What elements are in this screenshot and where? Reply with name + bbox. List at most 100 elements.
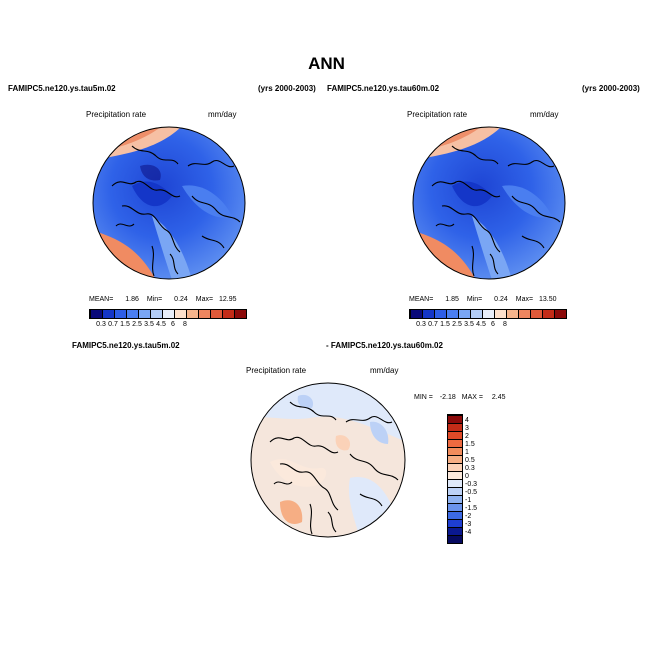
colorbar-swatch	[448, 527, 462, 535]
colorbar-tick-label: -0.3	[465, 481, 478, 488]
colorbar-tick-label: 1.5	[465, 441, 475, 448]
panel2-max-label: Max=	[515, 296, 534, 303]
colorbar-tick-label: 2.5	[132, 321, 142, 328]
colorbar-swatch	[174, 310, 186, 318]
colorbar-swatch	[448, 535, 462, 543]
diff-units: mm/day	[370, 366, 399, 375]
panel2-max-value: 13.50	[539, 296, 557, 303]
colorbar-swatch	[448, 455, 462, 463]
colorbar-tick-label: 0.7	[428, 321, 438, 328]
colorbar-swatch	[434, 310, 446, 318]
panel2-mean-label: MEAN=	[409, 296, 434, 303]
colorbar-swatch	[470, 310, 482, 318]
colorbar-tick-label: 3.5	[144, 321, 154, 328]
colorbar-tick-label: 6	[491, 321, 495, 328]
diff-min-value: -2.18	[439, 394, 456, 401]
colorbar-tick-label: 4.5	[476, 321, 486, 328]
colorbar-swatch	[222, 310, 234, 318]
colorbar-swatch	[494, 310, 506, 318]
colorbar-swatch	[210, 310, 222, 318]
diff-min-label: MIN =	[414, 394, 433, 401]
colorbar-tick-label: 4	[465, 417, 469, 424]
panel1-mean-label: MEAN=	[89, 296, 114, 303]
panel2-colorbar: 0.3 0.7 1.5 2.5 3.5 4.5 6 8	[409, 309, 567, 329]
colorbar-tick-label: 0.7	[108, 321, 118, 328]
colorbar-tick-label: -4	[465, 529, 472, 536]
colorbar-swatch	[530, 310, 542, 318]
colorbar-swatch	[448, 479, 462, 487]
colorbar-swatch	[448, 519, 462, 527]
diff-max-value: 2.45	[491, 394, 506, 401]
colorbar-tick-label: -3	[465, 521, 472, 528]
colorbar-tick-label: -1	[465, 497, 472, 504]
panel1-field-label: Precipitation rate	[86, 110, 147, 119]
colorbar-tick-label: 1.5	[120, 321, 130, 328]
panel1-mean-value: 1.86	[125, 296, 139, 303]
panel2-years: (yrs 2000-2003)	[582, 84, 640, 93]
colorbar-swatch	[448, 439, 462, 447]
diff-case-left: FAMIPC5.ne120.ys.tau5m.02	[72, 341, 180, 350]
colorbar-swatch	[448, 495, 462, 503]
panel1-units: mm/day	[208, 110, 237, 119]
colorbar-swatch	[506, 310, 518, 318]
colorbar-tick-label: 3	[465, 425, 469, 432]
diff-colorbar: 4 3 2 1.5 1 0.5 0.3 0 -0.3 -0.5 -1 -1.5 -2 -3 -4	[447, 414, 477, 544]
colorbar-swatch	[114, 310, 126, 318]
panel2-min-label: Min=	[466, 296, 483, 303]
colorbar-tick-label: 0	[465, 473, 469, 480]
panel2-polar-map	[412, 126, 566, 280]
colorbar-swatch	[458, 310, 470, 318]
panel1-min-value: 0.24	[174, 296, 188, 303]
panel1-years: (yrs 2000-2003)	[258, 84, 316, 93]
panel1-min-label: Min=	[146, 296, 163, 303]
colorbar-tick-label: 0.3	[416, 321, 426, 328]
colorbar-swatch	[150, 310, 162, 318]
colorbar-swatch	[554, 310, 566, 318]
colorbar-tick-label: 0.3	[465, 465, 475, 472]
colorbar-swatch	[518, 310, 530, 318]
panel2-stats: MEAN= 1.85 Min= 0.24 Max= 13.50	[409, 296, 557, 303]
diff-case-right: - FAMIPC5.ne120.ys.tau60m.02	[326, 341, 443, 350]
colorbar-swatch	[410, 310, 422, 318]
diff-polar-map	[250, 382, 406, 538]
colorbar-swatch	[448, 415, 462, 423]
panel1-max-label: Max=	[195, 296, 214, 303]
colorbar-swatch	[448, 511, 462, 519]
colorbar-swatch	[448, 471, 462, 479]
colorbar-tick-label: 1	[465, 449, 469, 456]
colorbar-swatch	[448, 503, 462, 511]
panel2-min-value: 0.24	[494, 296, 508, 303]
colorbar-swatch	[234, 310, 246, 318]
colorbar-swatch	[102, 310, 114, 318]
diff-stats: MIN = -2.18 MAX = 2.45	[414, 394, 506, 401]
colorbar-swatch	[198, 310, 210, 318]
panel2-mean-value: 1.85	[445, 296, 459, 303]
panel1-polar-map	[92, 126, 246, 280]
colorbar-tick-label: -0.5	[465, 489, 478, 496]
diff-field-label: Precipitation rate	[246, 366, 307, 375]
colorbar-tick-label: 2	[465, 433, 469, 440]
colorbar-swatch	[138, 310, 150, 318]
colorbar-tick-label: 4.5	[156, 321, 166, 328]
colorbar-swatch	[162, 310, 174, 318]
colorbar-tick-label: 8	[503, 321, 507, 328]
colorbar-tick-label: 2.5	[452, 321, 462, 328]
colorbar-tick-label: 8	[183, 321, 187, 328]
panel2-field-label: Precipitation rate	[407, 110, 468, 119]
colorbar-tick-label: 3.5	[464, 321, 474, 328]
colorbar-swatch	[186, 310, 198, 318]
panel1-case-name: FAMIPC5.ne120.ys.tau5m.02	[8, 84, 116, 93]
panel1-stats: MEAN= 1.86 Min= 0.24 Max= 12.95	[89, 296, 237, 303]
colorbar-swatch	[126, 310, 138, 318]
panel2-case-name: FAMIPC5.ne120.ys.tau60m.02	[327, 84, 440, 93]
colorbar-tick-label: -1.5	[465, 505, 478, 512]
panel1-max-value: 12.95	[219, 296, 237, 303]
panel1-colorbar: 0.3 0.7 1.5 2.5 3.5 4.5 6 8	[89, 309, 247, 329]
colorbar-swatch	[448, 431, 462, 439]
main-title: ANN	[308, 54, 345, 73]
colorbar-swatch	[446, 310, 458, 318]
colorbar-swatch	[422, 310, 434, 318]
colorbar-tick-label: 0.5	[465, 457, 475, 464]
colorbar-swatch	[482, 310, 494, 318]
